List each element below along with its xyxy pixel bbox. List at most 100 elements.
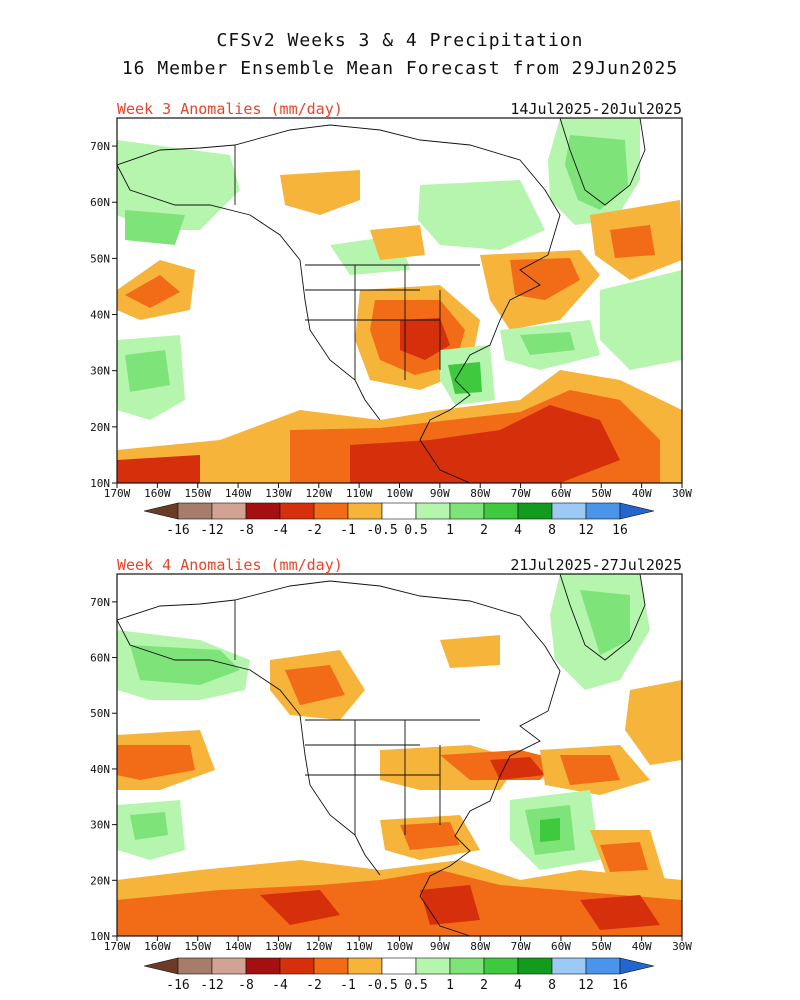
week3-cbar-cell xyxy=(211,502,247,520)
week3-cbar-label: -1 xyxy=(340,523,356,538)
week3-cbar-cell xyxy=(415,502,451,520)
week3-cbar-label: -16 xyxy=(166,523,189,538)
week4-cbar-cell xyxy=(483,957,519,975)
week4-lat-label: 40N xyxy=(90,763,110,776)
week4-colorbar: -16 -12 -8 -4 -2 -1 -0.5 0.5 1 2 4 8 12 16 xyxy=(143,957,655,993)
week4-cbar-label: -1 xyxy=(340,978,356,993)
week4-anomaly-field xyxy=(117,574,682,936)
week4-cbar-label: -4 xyxy=(272,978,288,993)
week4-cbar-label: -12 xyxy=(200,978,223,993)
week4-lon-label: 120W xyxy=(306,940,333,953)
week4-cbar-cell xyxy=(313,957,349,975)
week4-cbar-cell xyxy=(517,957,553,975)
week4-lon-label: 150W xyxy=(184,940,211,953)
week3-lat-label: 60N xyxy=(90,196,110,209)
week4-cbar-cell xyxy=(381,957,417,975)
week4-cbar-cell xyxy=(347,957,383,975)
week3-cbar-cell xyxy=(619,502,655,520)
week4-cbar-cell xyxy=(211,957,247,975)
week4-cbar-cell xyxy=(449,957,485,975)
week3-cbar-label: -8 xyxy=(238,523,254,538)
week4-cbar-cell xyxy=(245,957,281,975)
week3-lon-label: 140W xyxy=(225,487,252,500)
week4-lon-label: 40W xyxy=(632,940,652,953)
week4-cbar-label: -16 xyxy=(166,978,189,993)
week3-cbar-cell xyxy=(517,502,553,520)
week3-lon-label: 30W xyxy=(672,487,692,500)
week4-lon-label: 30W xyxy=(672,940,692,953)
week4-cbar-label: 0.5 xyxy=(404,978,427,993)
week4-lat-label: 30N xyxy=(90,819,110,832)
week4-lon-label: 50W xyxy=(591,940,611,953)
week4-lon-label: 170W xyxy=(104,940,131,953)
week4-lon-label: 70W xyxy=(511,940,531,953)
week4-coastlines xyxy=(117,574,646,936)
week4-cbar-cell xyxy=(619,957,655,975)
week3-cbar-label: 2 xyxy=(480,523,488,538)
week3-anomalies-label: Week 3 Anomalies (mm/day) xyxy=(117,100,343,118)
week4-cbar-cell xyxy=(415,957,451,975)
week3-cbar-label: 8 xyxy=(548,523,556,538)
week4-lon-label: 130W xyxy=(265,940,292,953)
week3-cbar-label: -0.5 xyxy=(366,523,397,538)
week4-cbar-cell xyxy=(143,957,179,975)
week3-lon-label: 40W xyxy=(632,487,652,500)
week3-lon-label: 150W xyxy=(184,487,211,500)
week3-cbar-cell xyxy=(245,502,281,520)
week4-lon-label: 60W xyxy=(551,940,571,953)
week4-lon-label: 160W xyxy=(144,940,171,953)
week3-cbar-label: 12 xyxy=(578,523,594,538)
week3-lon-label: 50W xyxy=(591,487,611,500)
week3-lat-label: 30N xyxy=(90,365,110,378)
week3-lat-label: 50N xyxy=(90,252,110,265)
week4-map xyxy=(116,573,683,937)
week3-cbar-label: 1 xyxy=(446,523,454,538)
week3-lon-label: 130W xyxy=(265,487,292,500)
week3-coastlines xyxy=(117,118,646,483)
week3-cbar-cell xyxy=(177,502,213,520)
week3-lat-label: 40N xyxy=(90,309,110,322)
week3-lon-label: 110W xyxy=(346,487,373,500)
week3-lat-label: 10N xyxy=(90,477,110,490)
week4-cbar-label: -0.5 xyxy=(366,978,397,993)
week4-lon-label: 140W xyxy=(225,940,252,953)
week4-cbar-label: 8 xyxy=(548,978,556,993)
week4-cbar-cell xyxy=(585,957,621,975)
week3-cbar-cell xyxy=(551,502,587,520)
week3-cbar-label: 16 xyxy=(612,523,628,538)
week4-lon-label: 90W xyxy=(430,940,450,953)
week3-cbar-cell xyxy=(279,502,315,520)
week3-colorbar: -16 -12 -8 -4 -2 -1 -0.5 0.5 1 2 4 8 12 16 xyxy=(143,502,655,538)
week3-cbar-label: -4 xyxy=(272,523,288,538)
week3-lat-label: 70N xyxy=(90,140,110,153)
week3-lat-label: 20N xyxy=(90,421,110,434)
week3-map xyxy=(116,117,683,484)
week3-cbar-label: 0.5 xyxy=(404,523,427,538)
week4-lon-label: 110W xyxy=(346,940,373,953)
week3-lon-label: 120W xyxy=(306,487,333,500)
chart-subtitle: 16 Member Ensemble Mean Forecast from 29… xyxy=(121,58,679,79)
week3-date-range: 14Jul2025-20Jul2025 xyxy=(510,100,682,118)
week3-cbar-cell xyxy=(347,502,383,520)
week4-lat-label: 20N xyxy=(90,874,110,887)
week4-cbar-cell xyxy=(177,957,213,975)
week4-lat-label: 10N xyxy=(90,930,110,943)
week3-lon-label: 100W xyxy=(386,487,413,500)
week3-lon-label: 60W xyxy=(551,487,571,500)
week4-lat-label: 50N xyxy=(90,707,110,720)
week4-lon-label: 80W xyxy=(470,940,490,953)
week3-cbar-cell xyxy=(449,502,485,520)
week4-cbar-label: 2 xyxy=(480,978,488,993)
week4-cbar-label: -8 xyxy=(238,978,254,993)
week3-cbar-cell xyxy=(381,502,417,520)
week4-lat-label: 60N xyxy=(90,652,110,665)
week4-anomalies-label: Week 4 Anomalies (mm/day) xyxy=(117,556,343,574)
week4-cbar-label: 1 xyxy=(446,978,454,993)
week3-cbar-cell xyxy=(143,502,179,520)
week4-cbar-label: 4 xyxy=(514,978,522,993)
week4-cbar-label: 16 xyxy=(612,978,628,993)
week4-cbar-cell xyxy=(551,957,587,975)
week3-lon-label: 170W xyxy=(104,487,131,500)
week3-cbar-label: -2 xyxy=(306,523,322,538)
